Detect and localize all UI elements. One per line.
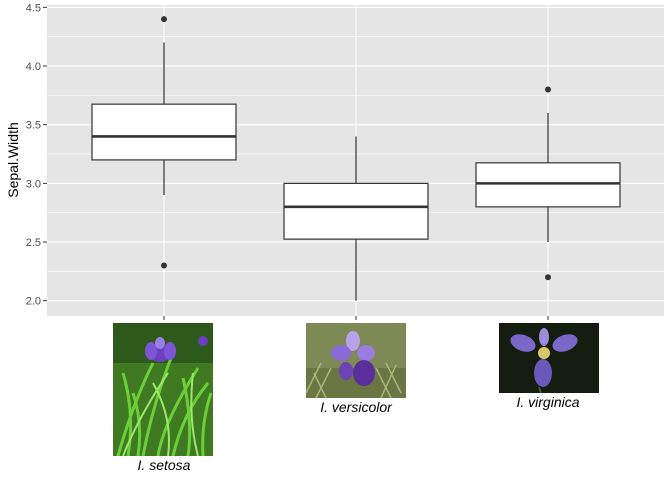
iris-setosa-photo: [113, 323, 213, 456]
iqr-box: [283, 182, 429, 240]
iqr-box: [475, 162, 621, 208]
outlier-point: [161, 16, 167, 23]
x-axis-ticks: [163, 316, 549, 320]
outlier-point: [161, 262, 167, 269]
y-axis-title: Sepal.Width: [5, 122, 21, 197]
y-tick-label: 2.0: [26, 296, 41, 308]
y-tick-label: 3.0: [26, 178, 41, 190]
x-label-setosa: I. setosa: [137, 457, 191, 473]
outlier-point: [545, 274, 551, 281]
y-tick-label: 2.5: [26, 237, 41, 249]
y-tick-label: 3.5: [26, 120, 41, 132]
x-label-virginica: I. virginica: [516, 394, 580, 410]
iris-versicolor-photo: [306, 323, 406, 398]
iqr-box: [91, 103, 237, 161]
y-tick-label: 4.5: [26, 2, 41, 14]
iris-virginica-photo: [499, 323, 599, 393]
outlier-point: [545, 86, 551, 93]
y-axis: 2.0 2.5 3.0 3.5 4.0 4.5: [26, 2, 47, 308]
box-layer: [91, 16, 621, 301]
y-tick-label: 4.0: [26, 61, 41, 73]
x-label-versicolor: I. versicolor: [320, 399, 392, 415]
